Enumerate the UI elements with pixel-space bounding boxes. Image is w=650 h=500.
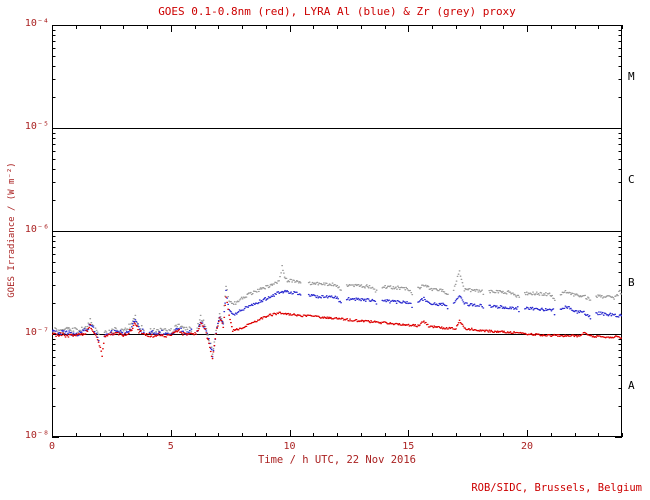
x-tick-label: 10 — [283, 441, 296, 452]
y-tick-label: 10⁻⁶ — [24, 224, 49, 235]
y-axis-label: GOES Irradiance / (W m⁻²) — [7, 162, 17, 298]
series-lyra-al-proxy — [52, 289, 622, 358]
x-tick-label: 20 — [520, 441, 534, 452]
y-tick-label: 10⁻⁷ — [24, 327, 49, 338]
x-tick-label: 15 — [402, 441, 415, 452]
credit-text: ROB/SIDC, Brussels, Belgium — [471, 482, 642, 494]
flare-class-label-a: A — [628, 378, 635, 392]
series-goes-0-1-0-8nm — [52, 296, 622, 360]
y-tick-label: 10⁻⁴ — [24, 18, 49, 29]
x-tick-label: 5 — [167, 441, 174, 452]
x-tick-label: 0 — [48, 441, 56, 452]
chart-title: GOES 0.1-0.8nm (red), LYRA Al (blue) & Z… — [158, 5, 516, 18]
flare-class-label-b: B — [628, 275, 635, 289]
y-tick-label: 10⁻⁸ — [24, 430, 49, 441]
flare-class-label-c: C — [628, 172, 635, 186]
series-lyra-zr-proxy — [52, 264, 622, 355]
flare-class-label-m: M — [628, 69, 635, 83]
y-tick-label: 10⁻⁵ — [24, 121, 49, 132]
x-axis-label: Time / h UTC, 22 Nov 2016 — [257, 454, 417, 466]
